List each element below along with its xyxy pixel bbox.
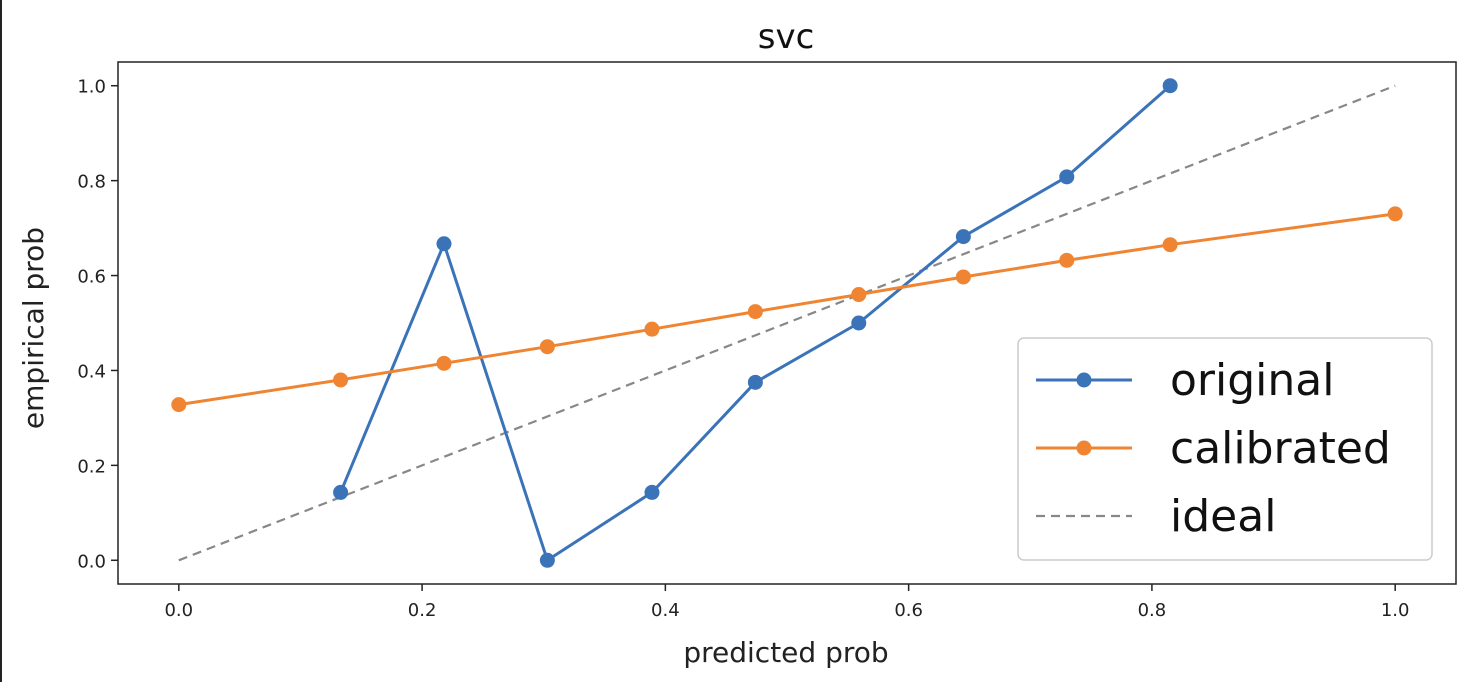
point-original-1	[436, 236, 452, 252]
y-axis-label: empirical prob	[17, 227, 50, 429]
point-calibrated-4	[644, 321, 660, 337]
y-tick-label: 0.2	[77, 456, 106, 477]
legend: original calibrated ideal	[1017, 337, 1433, 561]
point-calibrated-5	[747, 304, 763, 320]
point-calibrated-6	[851, 287, 867, 303]
x-tick-label: 0.8	[1138, 600, 1167, 621]
point-original-6	[955, 229, 971, 245]
legend-box	[1017, 337, 1433, 561]
legend-marker-original	[1076, 372, 1092, 388]
point-calibrated-7	[955, 269, 971, 285]
legend-label-ideal: ideal	[1170, 491, 1276, 542]
x-tick-label: 0.0	[164, 600, 193, 621]
point-calibrated-1	[333, 372, 349, 388]
y-tick-label: 0.6	[77, 267, 106, 288]
point-calibrated-2	[436, 355, 452, 371]
point-calibrated-9	[1162, 237, 1178, 253]
x-tick-label: 0.2	[408, 600, 437, 621]
point-original-5	[851, 315, 867, 331]
point-original-8	[1162, 78, 1178, 94]
point-original-0	[333, 484, 349, 500]
x-tick-label: 0.4	[651, 600, 680, 621]
point-original-2	[539, 552, 555, 568]
series-line-ideal	[178, 84, 1396, 562]
point-calibrated-10	[1387, 206, 1403, 222]
axes-layer: 0.0 0.2 0.4 0.6 0.8 1.0 0.0 0.2 0.4 0.6 0.8 1.0	[77, 61, 1457, 621]
chart-title: svc	[758, 17, 815, 57]
y-tick-label: 0.0	[77, 551, 106, 572]
legend-label-calibrated: calibrated	[1170, 423, 1391, 474]
x-tick-label: 0.6	[894, 600, 923, 621]
series-layer	[171, 78, 1403, 568]
legend-label-original: original	[1170, 355, 1334, 406]
x-tick-label: 1.0	[1381, 600, 1410, 621]
y-tick-label: 0.4	[77, 361, 106, 382]
point-calibrated-8	[1059, 252, 1075, 268]
point-original-7	[1059, 169, 1075, 185]
y-tick-label: 0.8	[77, 172, 106, 193]
y-tick-label: 1.0	[77, 77, 106, 98]
point-original-4	[747, 374, 763, 390]
point-original-3	[644, 484, 660, 500]
point-calibrated-3	[539, 339, 555, 355]
legend-marker-calibrated	[1076, 440, 1092, 456]
x-axis-label: predicted prob	[683, 636, 888, 669]
plot-frame	[117, 61, 1457, 585]
point-calibrated-0	[171, 397, 187, 413]
